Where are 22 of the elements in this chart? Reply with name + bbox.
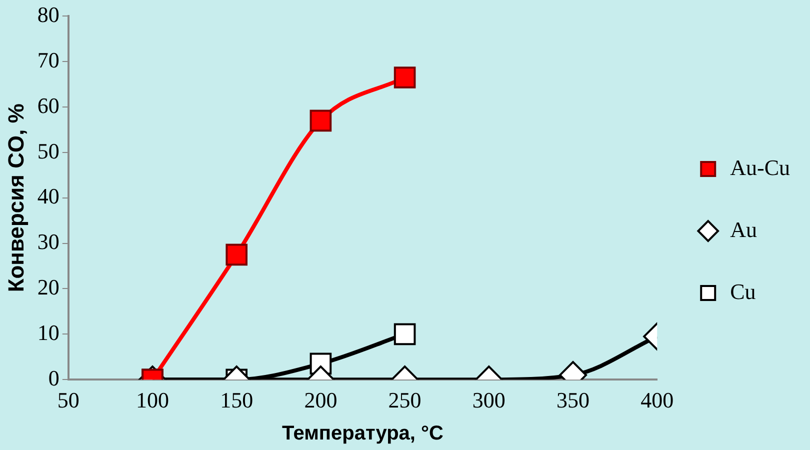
x-tick-label: 350 (556, 388, 590, 413)
legend-label: Au (730, 216, 758, 242)
y-tick-label: 10 (37, 320, 60, 345)
y-tick-label: 40 (37, 184, 60, 209)
x-tick-label: 300 (472, 388, 506, 413)
x-tick-label: 150 (220, 388, 254, 413)
y-tick-label: 20 (37, 274, 60, 300)
y-axis-title: Конверсия CO, % (3, 104, 28, 292)
x-tick-label: 200 (304, 388, 338, 413)
y-tick-label: 80 (37, 2, 60, 27)
legend-label: Au-Cu (730, 154, 790, 180)
y-tick-label: 70 (37, 47, 60, 72)
x-tick-label: 100 (136, 388, 169, 413)
x-tick-label: 250 (388, 388, 422, 413)
legend-label: Cu (730, 278, 756, 304)
x-tick-label: 50 (57, 388, 80, 413)
y-tick-label: 30 (37, 229, 60, 254)
x-axis-title: Температура, °C (282, 422, 444, 445)
x-tick-label: 400 (640, 388, 674, 413)
y-tick-label: 0 (48, 365, 60, 390)
y-tick-label: 60 (37, 92, 60, 118)
y-tick-label: 50 (37, 138, 60, 164)
